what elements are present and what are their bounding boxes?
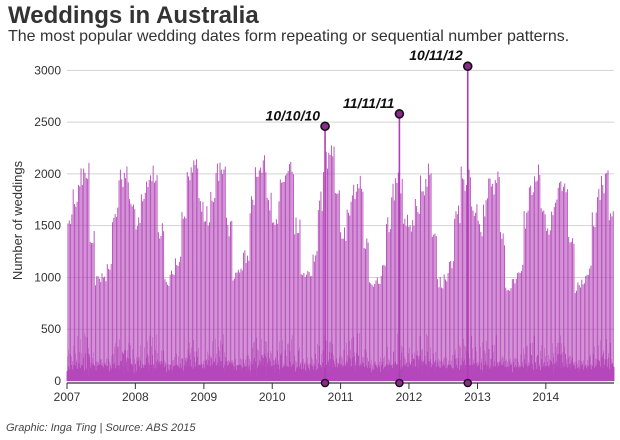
y-tick-label: 500: [41, 322, 61, 336]
daily-count-bars: [66, 145, 615, 381]
x-tick-label: 2014: [532, 390, 559, 404]
annotation-base-marker: [463, 378, 473, 388]
y-tick-label: 3000: [34, 63, 61, 77]
source-credit: Graphic: Inga Ting | Source: ABS 2015: [6, 422, 196, 434]
x-tick-label: 2009: [191, 390, 218, 404]
chart-title: Weddings in Australia: [8, 2, 259, 29]
annotation-base-marker: [395, 378, 404, 388]
annotation-label: 11/11/11: [343, 95, 395, 111]
annotation-marker: [462, 61, 473, 72]
annotation-label: 10/11/12: [409, 47, 463, 63]
y-tick-label: 1500: [34, 219, 61, 233]
y-axis-label: Number of weddings: [10, 160, 25, 280]
annotation-base-marker: [320, 378, 330, 388]
x-tick-label: 2011: [328, 390, 354, 404]
y-tick-label: 1000: [34, 270, 61, 284]
annotation-marker: [394, 109, 405, 119]
y-tick-label: 0: [54, 374, 61, 388]
daily-bars: [66, 145, 615, 381]
chart-subtitle: The most popular wedding dates form repe…: [8, 28, 570, 45]
annotation-marker: [320, 121, 330, 132]
x-tick-label: 2013: [464, 390, 491, 404]
x-tick-label: 2010: [259, 390, 286, 404]
x-tick-label: 2012: [396, 390, 423, 404]
x-tick-label: 2007: [54, 390, 81, 404]
annotation-label: 10/10/10: [266, 107, 321, 123]
y-tick-label: 2000: [34, 167, 61, 181]
annotations: 10/10/10 11/11/11 10/11/12: [266, 47, 473, 388]
axes: 0 500 1000 1500 2000 2500 3000 2007 2008 2009 2010…: [34, 63, 614, 404]
y-tick-label: 2500: [34, 115, 61, 129]
x-tick-label: 2008: [122, 390, 149, 404]
